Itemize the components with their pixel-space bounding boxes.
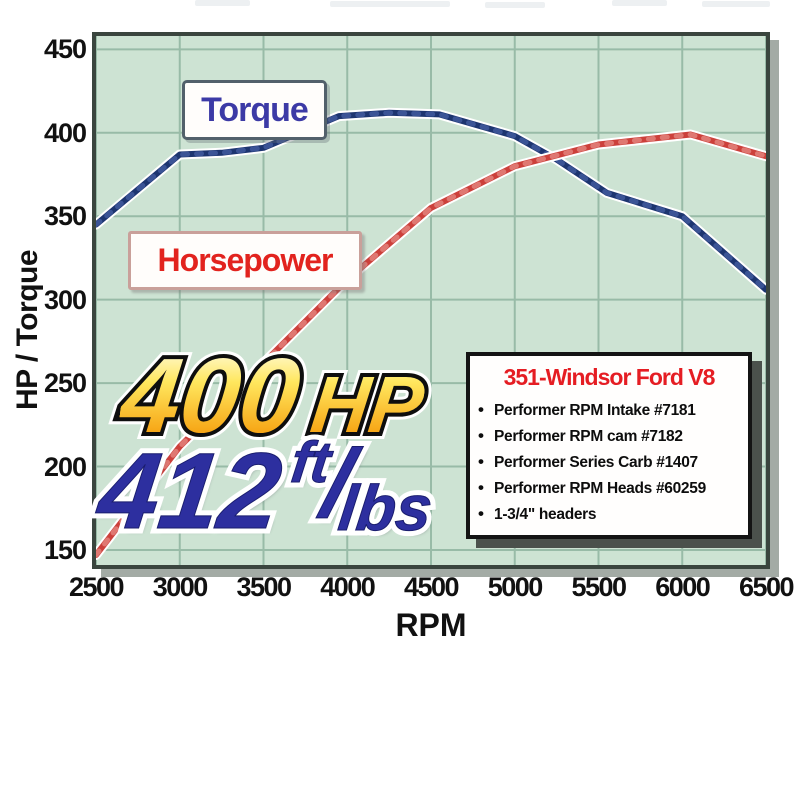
x-tick-label: 4500 bbox=[403, 572, 460, 602]
x-tick-label: 5000 bbox=[487, 572, 544, 602]
torque-series-label: Torque bbox=[182, 80, 327, 140]
cropped-artifact bbox=[485, 2, 545, 8]
x-tick-label: 4000 bbox=[320, 572, 376, 602]
bullet-icon: • bbox=[478, 478, 484, 497]
bullet-icon: • bbox=[478, 400, 484, 419]
spec-item-text: Performer RPM Heads #60259 bbox=[494, 480, 706, 497]
callout-fill-layer: 412ft/lbs bbox=[92, 428, 441, 553]
torque-label-text: Torque bbox=[201, 90, 309, 129]
tq-lbs-text: lbs bbox=[334, 472, 437, 545]
spec-list-item: • Performer RPM cam #7182 bbox=[478, 423, 740, 449]
x-tick-label: 5500 bbox=[571, 572, 627, 602]
spec-item-text: Performer Series Carb #1407 bbox=[494, 454, 698, 471]
y-tick-label: 250 bbox=[43, 368, 87, 399]
spec-list-item: • 1-3/4" headers bbox=[478, 501, 740, 527]
x-axis-title: RPM bbox=[395, 607, 467, 643]
spec-box-title: 351-Windsor Ford V8 bbox=[503, 364, 716, 390]
x-tick-label: 6000 bbox=[655, 572, 711, 602]
horsepower-series-label: Horsepower bbox=[128, 231, 362, 290]
spec-list-item: • Performer Series Carb #1407 bbox=[478, 449, 740, 475]
x-tick-label: 3000 bbox=[152, 572, 209, 602]
spec-item-text: 1-3/4" headers bbox=[494, 506, 597, 523]
y-tick-label: 200 bbox=[43, 451, 87, 482]
spec-item-text: Performer RPM Intake #7181 bbox=[494, 402, 696, 419]
horsepower-curve bbox=[96, 132, 766, 558]
horsepower-label-text: Horsepower bbox=[157, 242, 334, 278]
bullet-icon: • bbox=[478, 452, 484, 471]
x-tick-label: 3500 bbox=[236, 572, 292, 602]
spec-list-item: • Performer RPM Heads #60259 bbox=[478, 475, 740, 501]
cropped-artifact bbox=[612, 0, 667, 6]
cropped-artifact bbox=[702, 1, 770, 7]
y-tick-label: 450 bbox=[43, 34, 87, 65]
x-tick-label: 2500 bbox=[68, 572, 125, 602]
cropped-artifact bbox=[195, 0, 250, 6]
bullet-icon: • bbox=[478, 504, 484, 523]
y-tick-label: 350 bbox=[43, 201, 87, 232]
spec-parts-list: • Performer RPM Intake #7181 • Performer RP… bbox=[478, 397, 740, 527]
torque-curve bbox=[96, 110, 766, 293]
spec-list-item: • Performer RPM Intake #7181 bbox=[478, 397, 740, 423]
cropped-artifact bbox=[330, 1, 450, 7]
bullet-icon: • bbox=[478, 426, 484, 445]
engine-spec-box: 351-Windsor Ford V8 • Performer RPM Intak… bbox=[466, 352, 752, 539]
spec-item-text: Performer RPM cam #7182 bbox=[494, 428, 683, 445]
y-tick-label: 150 bbox=[43, 534, 87, 565]
y-tick-label: 300 bbox=[43, 284, 87, 315]
tq-value-text: 412 bbox=[92, 430, 288, 552]
y-tick-label: 400 bbox=[43, 117, 87, 148]
peak-torque-callout: 412ft/lbs 412ft/lbs bbox=[87, 425, 442, 557]
x-tick-label: 6500 bbox=[738, 572, 795, 602]
